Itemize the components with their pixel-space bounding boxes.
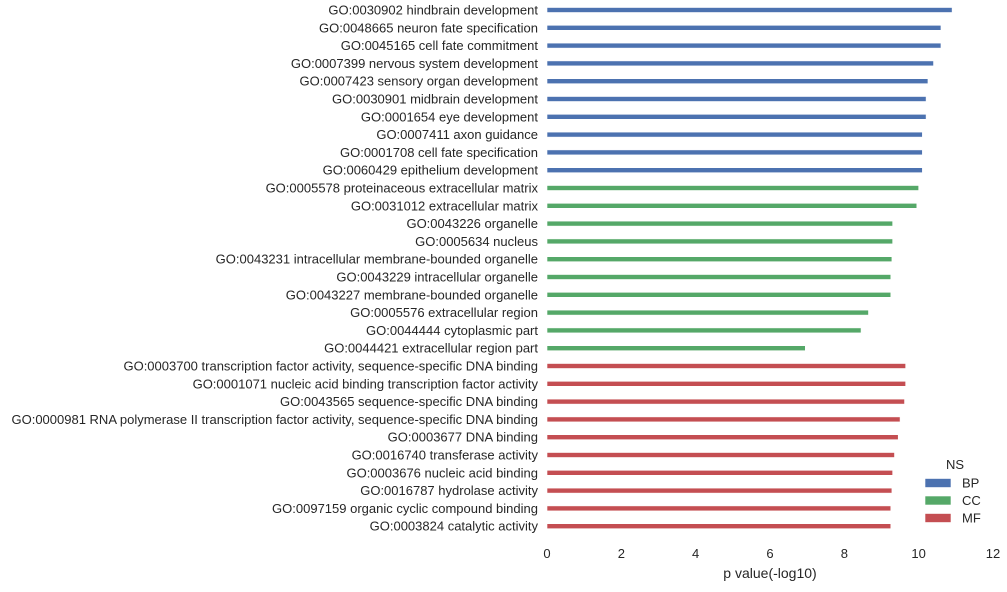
x-tick-label: 8 <box>841 546 848 561</box>
category-label: GO:0048665 neuron fate specification <box>319 20 538 35</box>
category-label: GO:0005576 extracellular region <box>350 305 538 320</box>
x-tick-label: 0 <box>543 546 550 561</box>
category-label: GO:0003676 nucleic acid binding <box>346 465 538 480</box>
category-label: GO:0007411 axon guidance <box>376 127 538 142</box>
bars-group <box>546 7 953 530</box>
bar-mf <box>546 363 906 369</box>
category-label: GO:0003824 catalytic activity <box>370 519 539 534</box>
category-label: GO:0016740 transferase activity <box>352 448 539 463</box>
category-label: GO:0045165 cell fate commitment <box>341 38 539 53</box>
bar-mf <box>546 505 892 512</box>
category-label: GO:0043231 intracellular membrane-bounde… <box>216 252 538 267</box>
x-tick-label: 2 <box>618 546 625 561</box>
legend-label-bp: BP <box>962 476 979 491</box>
category-label: GO:0044421 extracellular region part <box>324 341 538 356</box>
bar-bp <box>546 167 923 173</box>
category-label: GO:0043229 intracellular organelle <box>336 270 538 285</box>
bar-mf <box>546 416 901 423</box>
category-label: GO:0001071 nucleic acid binding transcri… <box>193 376 539 391</box>
category-labels-group: GO:0030902 hindbrain development GO:00486… <box>11 3 538 534</box>
category-label: GO:0060429 epithelium development <box>323 163 539 178</box>
category-label: GO:0016787 hydrolase activity <box>360 483 538 498</box>
bar-cc <box>546 220 893 227</box>
bar-mf <box>546 452 895 458</box>
category-label: GO:0001708 cell fate specification <box>340 145 538 160</box>
bar-mf <box>546 523 892 530</box>
bar-bp <box>546 131 923 138</box>
legend-label-cc: CC <box>962 493 981 508</box>
x-tick-label: 6 <box>766 546 773 561</box>
legend: NS BP CC MF <box>924 457 981 526</box>
bar-mf <box>546 380 906 387</box>
legend-label-mf: MF <box>962 511 981 526</box>
bar-cc <box>546 309 869 316</box>
x-tick-label: 4 <box>692 546 699 561</box>
legend-swatch-mf <box>924 513 952 523</box>
bar-bp <box>546 114 927 120</box>
category-label: GO:0030902 hindbrain development <box>328 3 538 18</box>
category-label: GO:0031012 extracellular matrix <box>351 198 539 213</box>
category-label: GO:0003700 transcription factor activity… <box>123 359 538 374</box>
x-ticks-group: 0 2 4 6 8 10 12 <box>543 546 1000 561</box>
category-label: GO:0005578 proteinaceous extracellular m… <box>266 181 539 196</box>
bar-cc <box>546 327 862 334</box>
category-label: GO:0043227 membrane-bounded organelle <box>286 287 538 302</box>
bar-mf <box>546 434 899 441</box>
bar-bp <box>546 78 929 84</box>
bar-bp <box>546 149 923 156</box>
bar-mf <box>546 469 893 476</box>
bar-bp <box>546 60 934 67</box>
category-label: GO:0097159 organic cyclic compound bindi… <box>272 501 538 516</box>
bar-cc <box>546 345 806 352</box>
bar-mf <box>546 398 905 405</box>
bar-cc <box>546 274 892 280</box>
bar-bp <box>546 42 942 49</box>
category-label: GO:0000981 RNA polymerase II transcripti… <box>11 412 538 427</box>
category-label: GO:0003677 DNA binding <box>388 430 538 445</box>
x-tick-label: 10 <box>911 546 925 561</box>
category-label: GO:0043226 organelle <box>406 216 538 231</box>
bar-cc <box>546 291 892 298</box>
bar-cc <box>546 238 893 245</box>
bar-bp <box>546 96 927 102</box>
category-label: GO:0044444 cytoplasmic part <box>366 323 538 338</box>
category-label: GO:0007423 sensory organ development <box>300 74 539 89</box>
category-label: GO:0001654 eye development <box>361 109 538 124</box>
bar-cc <box>546 185 919 191</box>
bar-cc <box>546 203 918 209</box>
category-label: GO:0030901 midbrain development <box>332 92 538 107</box>
legend-swatch-bp <box>924 478 952 488</box>
category-label: GO:0005634 nucleus <box>415 234 538 249</box>
category-label: GO:0043565 sequence-specific DNA binding <box>280 394 538 409</box>
category-label: GO:0007399 nervous system development <box>291 56 539 71</box>
bar-bp <box>546 24 942 31</box>
bar-mf <box>546 487 893 494</box>
bar-cc <box>546 256 893 263</box>
x-axis-label: p value(-log10) <box>723 565 816 581</box>
bar-bp <box>546 7 953 13</box>
x-tick-label: 12 <box>986 546 1000 561</box>
legend-title: NS <box>946 457 964 472</box>
legend-swatch-cc <box>924 495 952 506</box>
